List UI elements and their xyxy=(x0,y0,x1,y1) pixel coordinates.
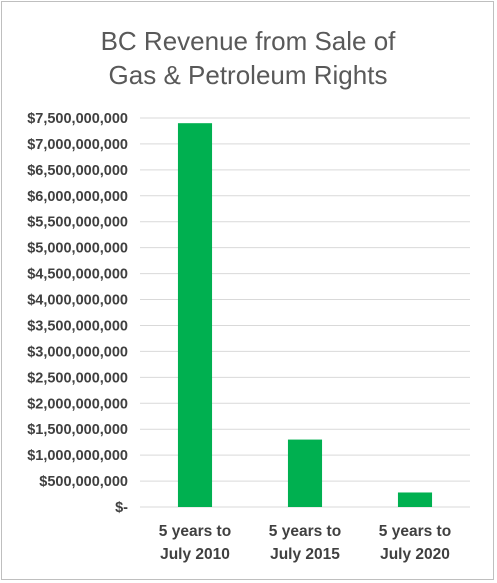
y-tick-label: $- xyxy=(115,500,128,516)
x-category-label: 5 years to xyxy=(269,523,341,540)
y-axis-tick-labels: $7,500,000,000 $7,000,000,000 $6,500,000,0… xyxy=(27,111,128,516)
bar xyxy=(287,439,323,507)
x-category-label: July 2020 xyxy=(380,546,450,563)
y-tick-label: $3,000,000,000 xyxy=(27,344,128,360)
x-category-label: July 2010 xyxy=(160,546,230,563)
y-tick-label: $2,000,000,000 xyxy=(27,396,128,412)
x-category-label: July 2015 xyxy=(270,546,340,563)
x-category-label: 5 years to xyxy=(379,523,451,540)
x-axis-category-labels: 5 years to July 2010 5 years to July 2015 5 … xyxy=(159,523,451,563)
chart-title-line-1: BC Revenue from Sale of xyxy=(101,26,397,56)
y-tick-label: $1,000,000,000 xyxy=(27,448,128,464)
y-tick-label: $5,500,000,000 xyxy=(27,215,128,231)
chart-title-line-2: Gas & Petroleum Rights xyxy=(109,60,388,90)
y-tick-label: $3,500,000,000 xyxy=(27,318,128,334)
y-tick-label: $500,000,000 xyxy=(39,474,128,490)
y-tick-label: $2,500,000,000 xyxy=(27,370,128,386)
y-tick-label: $7,500,000,000 xyxy=(27,111,128,127)
y-tick-label: $1,500,000,000 xyxy=(27,422,128,438)
y-tick-label: $4,000,000,000 xyxy=(27,293,128,309)
y-tick-label: $6,000,000,000 xyxy=(27,189,128,205)
y-tick-label: $4,500,000,000 xyxy=(27,267,128,283)
bar xyxy=(177,123,213,507)
bar xyxy=(397,492,433,507)
y-tick-label: $5,000,000,000 xyxy=(27,241,128,257)
x-category-label: 5 years to xyxy=(159,523,231,540)
y-tick-label: $7,000,000,000 xyxy=(27,137,128,153)
y-tick-label: $6,500,000,000 xyxy=(27,163,128,179)
bars xyxy=(177,123,433,507)
